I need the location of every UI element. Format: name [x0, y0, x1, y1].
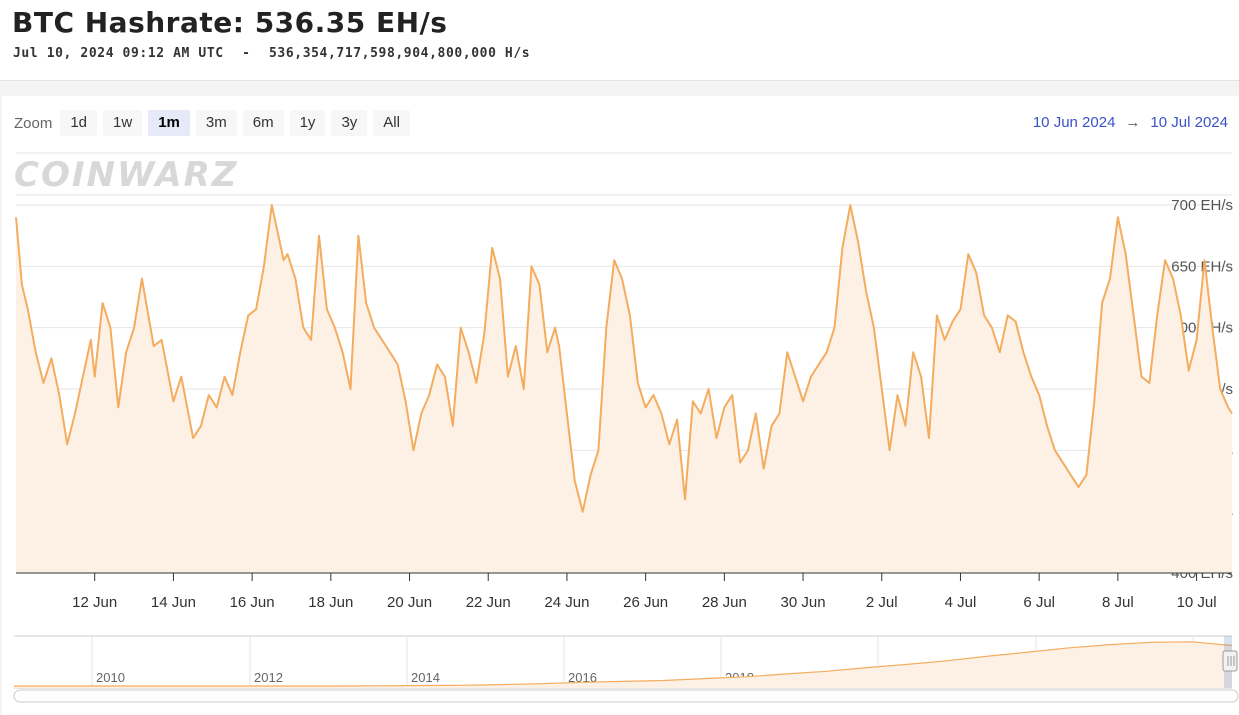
coinwarz-watermark: COINWARZ: [14, 155, 239, 195]
navigator-area: [14, 641, 1232, 688]
zoom-button-1d[interactable]: 1d: [60, 110, 98, 136]
navigator-handle[interactable]: [1222, 650, 1238, 672]
range-from[interactable]: 10 Jun 2024: [1032, 114, 1116, 131]
navigator-year-label: 2014: [411, 670, 440, 685]
hashrate-line: [15, 204, 1233, 513]
zoom-button-1y[interactable]: 1y: [289, 110, 326, 136]
zoom-button-all[interactable]: All: [373, 110, 410, 136]
range-to[interactable]: 10 Jul 2024: [1150, 114, 1228, 131]
x-tick-label: 18 Jun: [308, 594, 353, 611]
x-tick-label: 8 Jul: [1102, 594, 1134, 611]
x-tick-label: 2 Jul: [866, 594, 898, 611]
zoom-button-6m[interactable]: 6m: [242, 110, 284, 136]
x-tick-label: 30 Jun: [781, 594, 826, 611]
x-tick-label: 4 Jul: [945, 594, 977, 611]
navigator-year-label: 2010: [96, 670, 125, 685]
zoom-button-3y[interactable]: 3y: [331, 110, 368, 136]
date-range: 10 Jun 2024 → 10 Jul 2024: [1033, 114, 1228, 131]
subtitle-separator: -: [242, 46, 251, 61]
x-tick-label: 26 Jun: [623, 594, 668, 611]
navigator-scrollbar[interactable]: [13, 689, 1239, 703]
hashrate-area: [16, 205, 1232, 573]
x-tick-label: 14 Jun: [151, 594, 196, 611]
x-tick-label: 16 Jun: [230, 594, 275, 611]
zoom-button-1w[interactable]: 1w: [103, 110, 143, 136]
zoom-button-3m[interactable]: 3m: [195, 110, 237, 136]
header: BTC Hashrate: 536.35 EH/s Jul 10, 2024 0…: [0, 0, 1239, 81]
y-tick-label: 650 EH/s: [1171, 258, 1233, 275]
x-tick-label: 24 Jun: [544, 594, 589, 611]
navigator-year-label: 2016: [568, 670, 597, 685]
x-tick-label: 22 Jun: [466, 594, 511, 611]
x-tick-label: 28 Jun: [702, 594, 747, 611]
navigator-line: [14, 641, 1233, 687]
page-subtitle: Jul 10, 2024 09:12 AM UTC - 536,354,717,…: [13, 46, 530, 61]
range-arrow-icon: →: [1125, 114, 1141, 131]
x-tick-label: 10 Jul: [1177, 594, 1217, 611]
x-tick-label: 20 Jun: [387, 594, 432, 611]
y-tick-label: 700 EH/s: [1171, 197, 1233, 214]
hashrate-raw: 536,354,717,598,904,800,000 H/s: [268, 46, 531, 61]
x-tick-label: 12 Jun: [72, 594, 117, 611]
zoom-button-1m[interactable]: 1m: [148, 110, 190, 136]
navigator-year-label: 2012: [254, 670, 283, 685]
x-tick-label: 6 Jul: [1023, 594, 1055, 611]
timestamp: Jul 10, 2024 09:12 AM UTC: [13, 46, 224, 61]
page-title: BTC Hashrate: 536.35 EH/s: [12, 6, 448, 39]
zoom-label: Zoom: [14, 114, 53, 132]
zoom-bar: Zoom 1d 1w 1m 3m 6m 1y 3y All: [14, 110, 416, 136]
